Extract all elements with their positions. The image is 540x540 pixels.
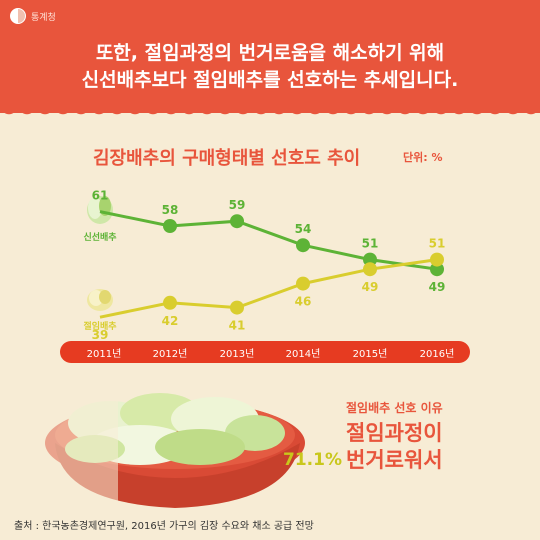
reason-text-line-1: 절임과정이 xyxy=(346,421,443,445)
x-tick-label: 2014년 xyxy=(286,348,321,360)
series-line-1 xyxy=(99,258,438,319)
data-point xyxy=(163,219,177,233)
data-point xyxy=(363,262,377,277)
logo-text: 통계청 xyxy=(31,12,56,23)
data-label: 39 xyxy=(92,328,109,342)
x-tick-label: 2013년 xyxy=(220,348,255,360)
data-point xyxy=(296,238,310,253)
data-point xyxy=(363,252,377,267)
reason-percent: 71.1% xyxy=(283,450,342,470)
data-label: 54 xyxy=(295,222,312,236)
x-tick-label: 2011년 xyxy=(87,348,122,360)
data-label: 59 xyxy=(229,198,246,212)
data-point xyxy=(296,276,310,291)
salted-cabbage-icon xyxy=(87,289,113,311)
data-point xyxy=(230,300,244,315)
data-label: 61 xyxy=(92,189,109,203)
headline-line-1: 또한, 절임과정의 번거로움을 해소하기 위해 xyxy=(95,42,445,64)
reason-label: 절임배추 선호 이유 xyxy=(346,401,443,415)
logo: 통계청 xyxy=(10,8,56,24)
data-label: 51 xyxy=(362,237,379,251)
salted-cabbage-bowl-illustration xyxy=(0,383,305,513)
data-label: 49 xyxy=(362,280,379,294)
source-note: 출처 : 한국농촌경제연구원, 2016년 가구의 김장 수요와 채소 공급 전… xyxy=(14,521,314,532)
chart-title: 김장배추의 구매형태별 선호도 추이 xyxy=(93,148,361,169)
data-label: 58 xyxy=(162,203,179,217)
series-name-label: 절임배추 xyxy=(83,320,116,332)
header-banner: 통계청 또한, 절임과정의 번거로움을 해소하기 위해 신선배추보다 절임배추를… xyxy=(0,0,540,113)
reason-text: 절임과정이 번거로워서 xyxy=(346,420,496,474)
scallop-divider xyxy=(0,104,540,118)
year-axis-bar xyxy=(60,341,470,363)
series-line-0 xyxy=(99,210,438,271)
data-point xyxy=(430,262,444,277)
data-point xyxy=(163,295,177,310)
reason-text-line-2: 번거로워서 xyxy=(346,448,443,472)
taegeuk-logo-icon xyxy=(10,8,26,24)
headline: 또한, 절임과정의 번거로움을 해소하기 위해 신선배추보다 절임배추를 선호하… xyxy=(0,40,540,94)
x-tick-label: 2012년 xyxy=(153,348,188,360)
data-label: 51 xyxy=(429,237,446,251)
data-point xyxy=(230,214,244,229)
data-label: 46 xyxy=(295,295,312,309)
x-tick-label: 2015년 xyxy=(353,348,388,360)
headline-line-2: 신선배추보다 절임배추를 선호하는 추세입니다. xyxy=(81,69,459,91)
data-label: 42 xyxy=(162,314,179,328)
series-name-label: 신선배추 xyxy=(83,231,116,243)
chart-unit: 단위: % xyxy=(403,151,443,164)
data-point xyxy=(430,252,444,267)
data-label: 49 xyxy=(429,280,446,294)
fresh-cabbage-icon xyxy=(87,196,113,224)
x-tick-label: 2016년 xyxy=(420,348,455,360)
data-label: 41 xyxy=(229,319,246,333)
